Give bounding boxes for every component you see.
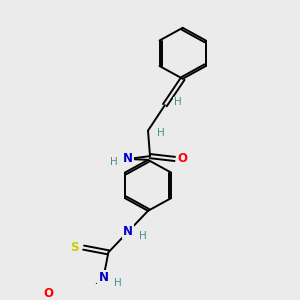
Text: N: N xyxy=(98,271,108,284)
Text: H: H xyxy=(157,128,165,137)
Text: H: H xyxy=(139,231,147,241)
Text: N: N xyxy=(123,152,133,165)
Text: O: O xyxy=(178,152,188,165)
Text: H: H xyxy=(110,157,118,167)
Text: N: N xyxy=(123,225,133,238)
Text: O: O xyxy=(43,287,53,300)
Text: S: S xyxy=(70,241,79,254)
Text: H: H xyxy=(114,278,122,287)
Text: H: H xyxy=(174,97,182,107)
